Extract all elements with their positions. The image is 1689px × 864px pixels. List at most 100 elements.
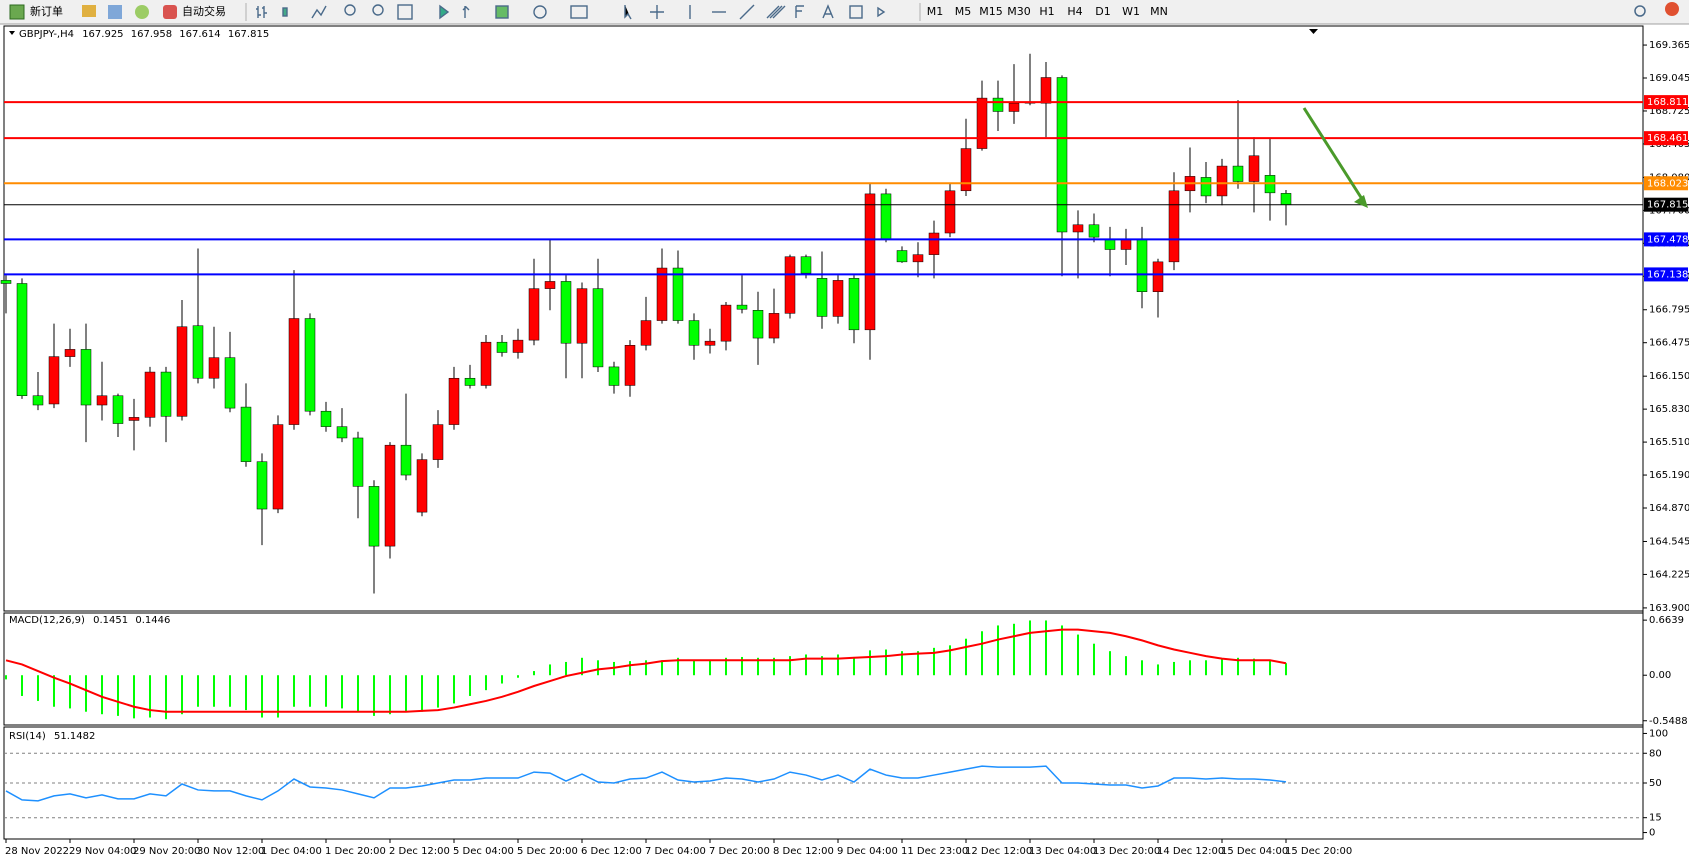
candle-body bbox=[592, 288, 604, 368]
autotrade-button[interactable]: 自动交易 bbox=[182, 4, 226, 18]
tile-icon[interactable] bbox=[397, 4, 413, 20]
trendline-icon[interactable] bbox=[739, 4, 755, 20]
y-tick-label: 80 bbox=[1649, 748, 1662, 759]
timeframe-button[interactable]: M30 bbox=[1007, 5, 1031, 18]
autotrade-icon[interactable] bbox=[163, 5, 177, 19]
x-tick-label: 7 Dec 04:00 bbox=[645, 846, 706, 857]
x-tick-label: 2 Dec 12:00 bbox=[389, 846, 450, 857]
level-label-bg bbox=[1644, 267, 1688, 282]
rsi-title: RSI(14) bbox=[9, 731, 46, 742]
x-tick-label: 30 Nov 12:00 bbox=[197, 846, 264, 857]
candle-body bbox=[1120, 238, 1132, 250]
macd-bar bbox=[629, 661, 631, 676]
candle-body bbox=[960, 148, 972, 192]
macd-bar bbox=[565, 661, 567, 676]
candle-body bbox=[1072, 224, 1084, 233]
timeframe-button[interactable]: M5 bbox=[955, 5, 972, 18]
rsi-info: RSI(14) 51.1482 bbox=[9, 731, 95, 742]
timeframe-button[interactable]: W1 bbox=[1122, 5, 1140, 18]
timeframe-button[interactable]: D1 bbox=[1095, 5, 1110, 18]
candle-body bbox=[1104, 238, 1116, 250]
candle-body bbox=[384, 444, 396, 547]
arrows-icon[interactable] bbox=[877, 6, 886, 18]
candle-body bbox=[736, 304, 748, 310]
y-tick-label: 169.045 bbox=[1649, 73, 1689, 84]
candle-body bbox=[560, 281, 572, 344]
zoom-in-icon[interactable] bbox=[344, 4, 356, 16]
x-tick-label: 29 Nov 04:00 bbox=[69, 846, 136, 857]
macd-title: MACD(12,26,9) bbox=[9, 615, 85, 626]
candle-body bbox=[320, 410, 332, 427]
candle-body bbox=[48, 356, 60, 405]
timeframe-button[interactable]: M15 bbox=[979, 5, 1003, 18]
candle-body bbox=[464, 377, 476, 386]
candle-body bbox=[448, 377, 460, 425]
candle-body bbox=[1248, 155, 1260, 182]
macd-bar bbox=[101, 675, 103, 715]
candle-body bbox=[1008, 102, 1020, 112]
macd-bar bbox=[341, 675, 343, 709]
candle-body bbox=[416, 459, 428, 513]
macd-bar bbox=[1269, 660, 1271, 676]
rsi-line bbox=[5, 765, 1287, 802]
search-icon[interactable] bbox=[1634, 5, 1646, 17]
macd-bar bbox=[325, 675, 327, 707]
fibo-icon[interactable] bbox=[795, 5, 804, 18]
notification-icon[interactable] bbox=[1665, 2, 1679, 16]
candle-icon[interactable] bbox=[282, 7, 288, 17]
icon[interactable] bbox=[135, 5, 149, 19]
level-label: 167.815 bbox=[1647, 200, 1688, 211]
line-icon[interactable] bbox=[311, 5, 327, 19]
cursor-icon[interactable] bbox=[624, 5, 632, 20]
candle-body bbox=[336, 426, 348, 439]
timeframe-button[interactable]: H4 bbox=[1067, 5, 1082, 18]
macd-bar bbox=[1029, 620, 1031, 676]
timeframe-button[interactable]: M1 bbox=[927, 5, 944, 18]
zoom-out-icon[interactable] bbox=[372, 4, 384, 16]
new-order-button[interactable]: 新订单 bbox=[30, 4, 63, 18]
candle-body bbox=[1280, 193, 1292, 205]
x-tick-label: 13 Dec 04:00 bbox=[1029, 846, 1096, 857]
channel-icon[interactable] bbox=[766, 5, 786, 19]
icon[interactable] bbox=[82, 5, 96, 17]
y-tick-label: 169.365 bbox=[1649, 40, 1689, 51]
new-order-icon[interactable] bbox=[9, 4, 25, 20]
text-icon[interactable] bbox=[822, 4, 834, 19]
macd-bar bbox=[1285, 663, 1287, 676]
timeframe-button[interactable]: MN bbox=[1150, 5, 1168, 18]
macd-bar bbox=[1093, 643, 1095, 676]
macd-bar bbox=[933, 647, 935, 676]
candle-body bbox=[928, 232, 940, 255]
macd-bar bbox=[1125, 656, 1127, 676]
scroll-icon[interactable] bbox=[439, 4, 450, 20]
icon[interactable] bbox=[108, 5, 122, 19]
y-tick-label: 50 bbox=[1649, 778, 1662, 789]
candle-body bbox=[672, 267, 684, 321]
indicators-icon[interactable] bbox=[495, 5, 509, 19]
candle-body bbox=[16, 283, 28, 396]
macd-bar bbox=[917, 651, 919, 676]
macd-bar bbox=[133, 675, 135, 719]
info-close: 167.815 bbox=[228, 29, 269, 40]
candle-body bbox=[656, 267, 668, 321]
candle-body bbox=[1232, 165, 1244, 182]
shift-marker bbox=[1309, 29, 1318, 34]
x-tick-label: 8 Dec 12:00 bbox=[773, 846, 834, 857]
macd-bar bbox=[53, 675, 55, 707]
trend-arrow bbox=[1302, 107, 1364, 200]
candle-body bbox=[1200, 177, 1212, 197]
template-icon[interactable] bbox=[570, 5, 588, 19]
level-label-bg bbox=[1644, 232, 1688, 247]
macd-bar bbox=[709, 660, 711, 676]
crosshair-icon[interactable] bbox=[650, 5, 664, 19]
label-icon[interactable] bbox=[849, 5, 863, 19]
candle-body bbox=[432, 424, 444, 460]
x-tick-label: 12 Dec 12:00 bbox=[965, 846, 1032, 857]
timeframe-button[interactable]: H1 bbox=[1039, 5, 1054, 18]
bar-chart-icon[interactable] bbox=[256, 6, 267, 18]
y-tick-label: 166.150 bbox=[1649, 371, 1689, 382]
macd-bar bbox=[229, 675, 231, 707]
shift-icon[interactable] bbox=[462, 6, 470, 18]
macd-bar bbox=[389, 675, 391, 715]
period-icon[interactable] bbox=[533, 5, 547, 19]
